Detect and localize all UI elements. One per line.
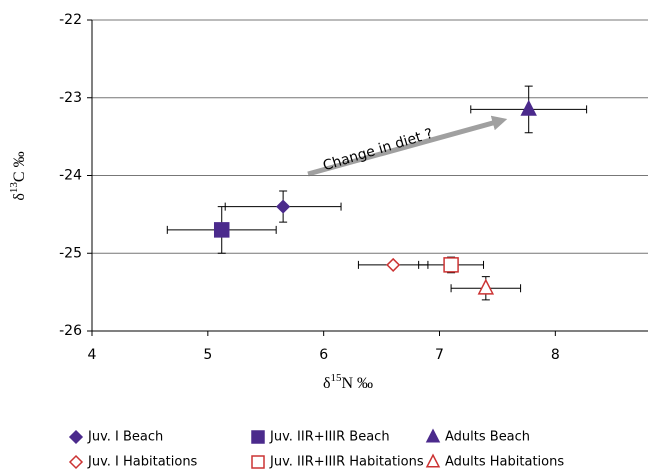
x-tick-label: 6: [319, 347, 328, 363]
y-tick-label: -23: [59, 90, 82, 106]
y-label-rest: C ‰: [11, 151, 28, 182]
point: [213, 222, 230, 238]
point: [386, 257, 401, 272]
x-tick-label: 8: [551, 347, 560, 363]
x-label-sup: 15: [330, 372, 342, 384]
y-axis-label: δ13C ‰: [8, 151, 28, 200]
y-tick-label: -24: [59, 168, 82, 184]
y-tick-label: -25: [59, 245, 82, 261]
point: [443, 257, 459, 273]
legend-label: Juv. I Habitations: [87, 455, 198, 470]
point: [477, 278, 495, 295]
legend-label: Juv. IIR+IIIR Beach: [269, 430, 390, 445]
annotation: Change in diet ?: [321, 126, 435, 175]
legend-label: Juv. IIR+IIIR Habitations: [269, 455, 424, 470]
legend-marker: [68, 429, 84, 445]
legend-marker: [68, 454, 84, 470]
legend-marker: [251, 430, 265, 444]
y-label-sup: 13: [8, 182, 20, 194]
point: [276, 199, 291, 214]
legend-marker: [251, 455, 265, 469]
legend-label: Adults Beach: [445, 430, 530, 445]
trend-arrow: [307, 115, 508, 177]
x-tick-label: 4: [88, 347, 97, 363]
x-axis-label: δ15N ‰: [323, 372, 373, 392]
y-tick-label: -22: [59, 12, 82, 28]
y-tick-label: -26: [59, 323, 82, 339]
legend-marker: [425, 453, 441, 468]
x-tick-label: 5: [203, 347, 212, 363]
legend-label: Adults Habitations: [445, 455, 564, 470]
legend-marker: [425, 428, 441, 443]
x-tick-label: 7: [435, 347, 444, 363]
y-label-symbol: δ: [11, 193, 28, 201]
point: [520, 99, 537, 116]
x-label-rest: N ‰: [341, 375, 373, 392]
legend-label: Juv. I Beach: [87, 430, 163, 445]
x-label-symbol: δ: [323, 375, 331, 392]
